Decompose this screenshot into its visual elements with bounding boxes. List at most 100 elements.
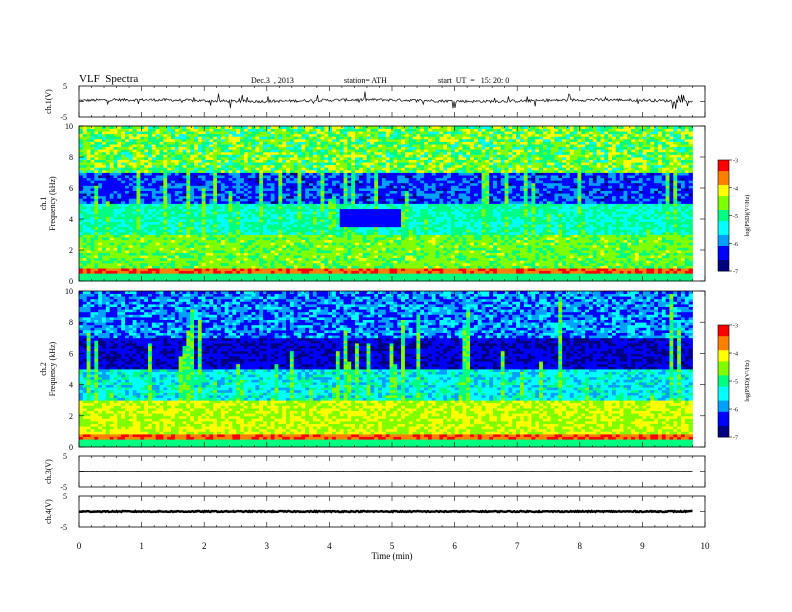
spectrogram-cell bbox=[148, 247, 153, 251]
spectrogram-cell bbox=[286, 250, 291, 253]
spectrogram-cell bbox=[309, 255, 314, 259]
spectrogram-cell bbox=[94, 136, 99, 140]
spectrogram-cell bbox=[232, 237, 237, 241]
spectrogram-cell bbox=[243, 138, 249, 142]
spectrogram-cell bbox=[86, 260, 91, 264]
spectrogram-cell bbox=[109, 239, 114, 243]
spectrogram-cell bbox=[335, 128, 341, 132]
spectrogram-cell bbox=[163, 195, 168, 199]
spectrogram-cell bbox=[324, 164, 329, 168]
spectrogram-cell bbox=[148, 198, 153, 202]
spectrogram-cell bbox=[82, 136, 88, 140]
spectrogram-cell bbox=[278, 136, 283, 140]
spectrogram-cell bbox=[282, 175, 287, 179]
spectrogram-cell bbox=[163, 250, 168, 253]
spectrogram-cell bbox=[117, 162, 122, 166]
spectrogram-cell bbox=[328, 185, 333, 189]
spectrogram-cell bbox=[136, 141, 141, 145]
spectrogram-cell bbox=[362, 255, 367, 259]
spectrogram-cell bbox=[174, 128, 180, 132]
spectrogram-cell bbox=[144, 177, 149, 181]
spectrogram-cell bbox=[324, 133, 329, 137]
spectrogram-cell bbox=[385, 242, 390, 246]
spectrogram-cell bbox=[182, 180, 187, 184]
spectrogram-cell bbox=[247, 252, 252, 256]
spectrogram-cell bbox=[301, 275, 306, 279]
spectrogram-cell bbox=[297, 146, 302, 150]
spectrogram-cell bbox=[163, 265, 168, 269]
spectrogram-cell bbox=[335, 239, 341, 243]
spectrogram-cell bbox=[102, 146, 107, 150]
spectrogram-cell bbox=[186, 200, 191, 204]
spectrogram-cell bbox=[293, 211, 298, 215]
spectrogram-cell bbox=[148, 162, 153, 166]
spectrogram-cell bbox=[358, 159, 364, 163]
spectrogram-cell bbox=[343, 154, 348, 158]
spectrogram-cell bbox=[163, 190, 168, 194]
spectrogram-cell bbox=[194, 128, 199, 132]
spectrogram-cell bbox=[232, 242, 237, 246]
spectrogram-cell bbox=[82, 239, 88, 243]
spectrogram-cell bbox=[105, 278, 111, 282]
spectrogram-cell bbox=[351, 193, 356, 197]
spectrogram-cell bbox=[362, 164, 367, 168]
spectrogram-cell bbox=[220, 159, 226, 163]
spectrogram-cell bbox=[381, 247, 387, 251]
spectrogram-cell bbox=[82, 255, 88, 259]
spectrogram-cell bbox=[151, 250, 157, 253]
spectrogram-cell bbox=[266, 193, 272, 197]
spectrogram-cell bbox=[309, 262, 314, 266]
spectrogram-cell bbox=[94, 200, 99, 204]
spectrogram-cell bbox=[324, 149, 329, 153]
spectrogram-cell bbox=[247, 226, 252, 230]
spectrogram-cell bbox=[128, 275, 134, 279]
spectrogram-cell bbox=[186, 208, 191, 212]
spectrogram-cell bbox=[174, 234, 180, 238]
spectrogram-cell bbox=[178, 131, 183, 135]
spectrogram-cell bbox=[125, 180, 130, 184]
spectrogram-cell bbox=[259, 216, 264, 220]
spectrogram-cell bbox=[381, 154, 387, 158]
spectrogram-cell bbox=[339, 257, 344, 261]
spectrogram-cell bbox=[224, 154, 229, 158]
spectrogram-cell bbox=[94, 198, 99, 202]
spectrogram-cell bbox=[316, 203, 321, 207]
spectrogram-cell bbox=[351, 242, 356, 246]
spectrogram-cell bbox=[151, 159, 157, 163]
spectrogram-cell bbox=[94, 234, 99, 238]
spectrogram-cell bbox=[286, 244, 291, 248]
spectrogram-cell bbox=[113, 265, 118, 269]
spectrogram-cell bbox=[117, 188, 122, 191]
spectrogram-cell bbox=[358, 162, 364, 166]
spectrogram-cell bbox=[105, 167, 111, 171]
spectrogram-cell bbox=[190, 252, 195, 256]
spectrogram-cell bbox=[82, 151, 88, 155]
spectrogram-cell bbox=[278, 224, 283, 228]
spectrogram-cell bbox=[316, 138, 321, 142]
spectrogram-cell bbox=[335, 231, 341, 235]
spectrogram-cell bbox=[155, 208, 160, 212]
spectrogram-cell bbox=[217, 206, 222, 210]
spectrogram-cell bbox=[282, 157, 287, 160]
spectrogram-cell bbox=[174, 252, 180, 256]
spectrogram-cell bbox=[255, 154, 260, 158]
spectrogram-cell bbox=[263, 237, 268, 241]
spectrogram-cell bbox=[270, 237, 275, 241]
spectrogram-cell bbox=[236, 200, 241, 204]
spectrogram-cell bbox=[324, 141, 329, 145]
spectrogram-cell bbox=[117, 167, 122, 171]
spectrogram-cell bbox=[351, 198, 356, 202]
spectrogram-cell bbox=[247, 219, 252, 222]
spectrogram-cell bbox=[98, 268, 103, 272]
spectrogram-cell bbox=[328, 213, 333, 217]
spectrogram-cell bbox=[217, 141, 222, 145]
spectrogram-cell bbox=[117, 177, 122, 181]
spectrogram-cell bbox=[144, 275, 149, 279]
spectrogram-cell bbox=[205, 268, 210, 272]
date-label: Dec.3 , 2013 bbox=[251, 76, 294, 85]
spectrogram-cell bbox=[370, 275, 375, 279]
spectrogram-cell bbox=[155, 182, 160, 186]
spectrogram-cell bbox=[243, 257, 249, 261]
spectrogram-cell bbox=[125, 149, 130, 153]
spectrogram-cell bbox=[109, 180, 114, 184]
